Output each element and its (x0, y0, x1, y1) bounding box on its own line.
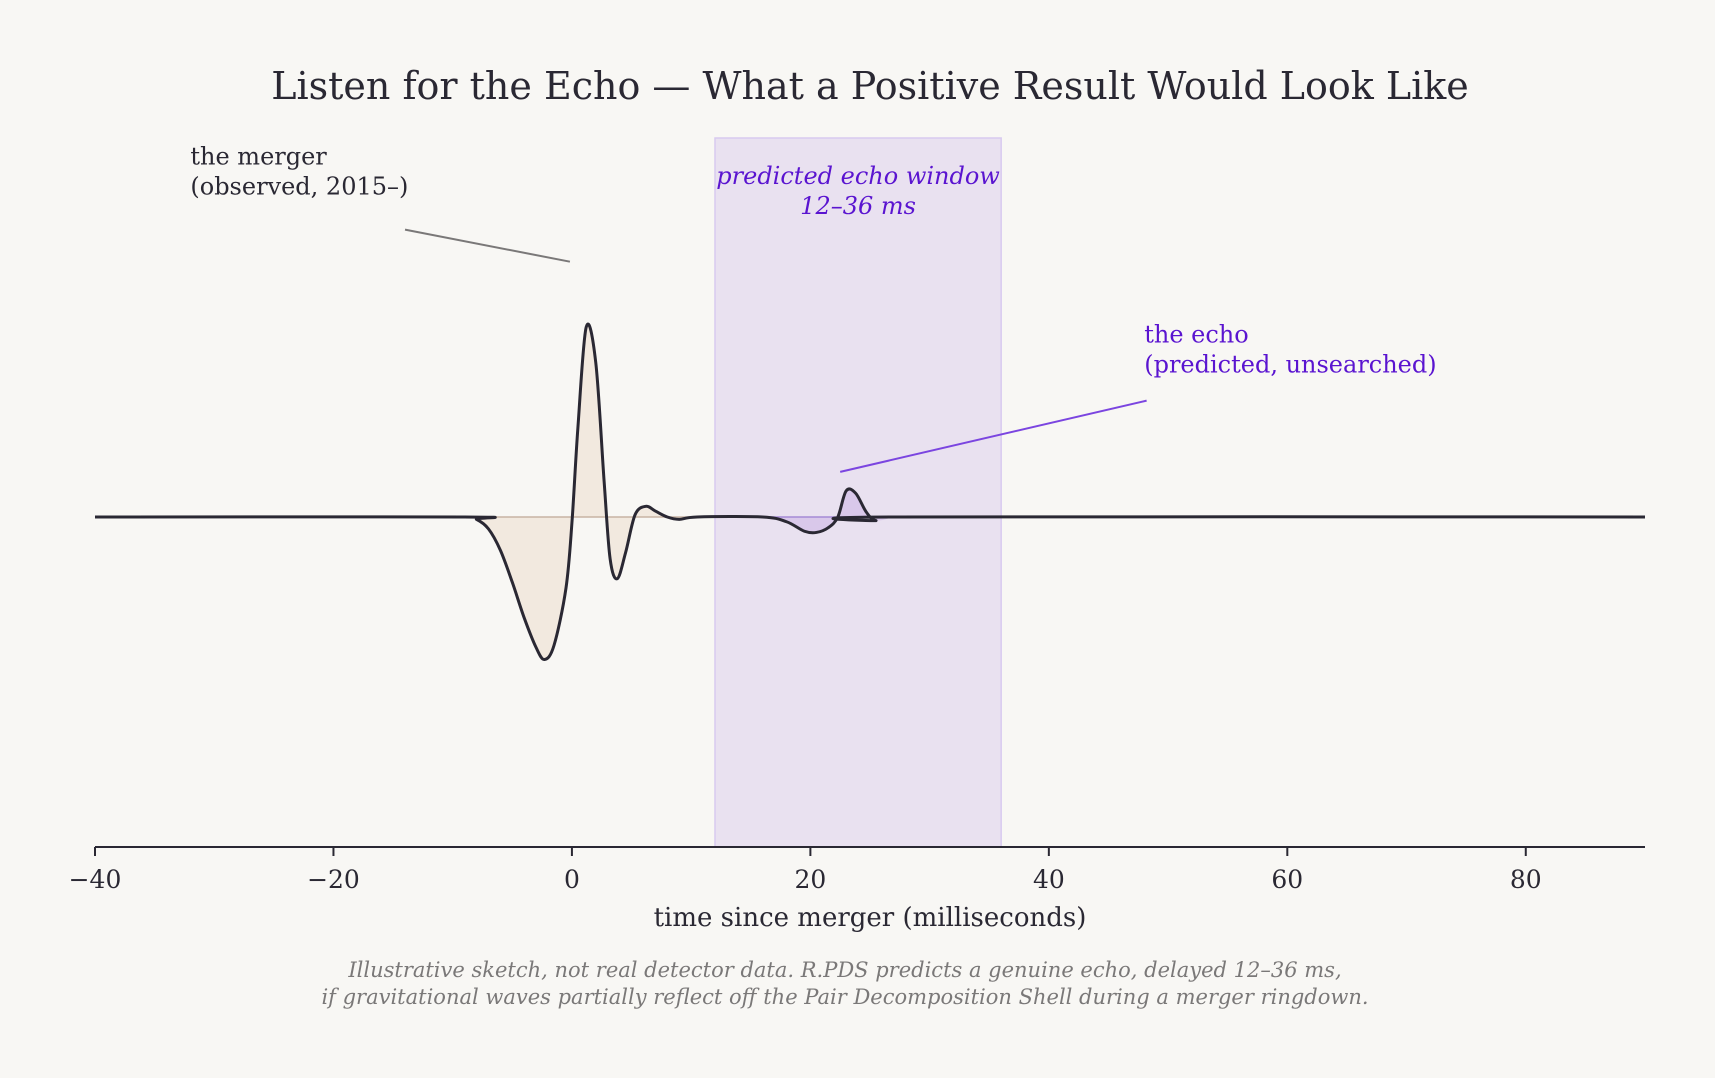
echo-window-range-label: 12–36 ms (800, 192, 916, 220)
echo-area-fill (762, 488, 894, 533)
x-tick-label: 80 (1510, 865, 1542, 894)
x-tick-label: −40 (69, 865, 122, 894)
x-axis-label: time since merger (milliseconds) (654, 903, 1087, 933)
echo-annotation-title: the echo (1144, 320, 1248, 348)
merger-area-fill (464, 324, 698, 660)
x-tick-label: 40 (1033, 865, 1065, 894)
x-tick-label: −20 (307, 865, 360, 894)
x-tick-label: 0 (564, 865, 580, 894)
x-tick-label: 60 (1271, 865, 1303, 894)
echo-annotation-subtitle: (predicted, unsearched) (1144, 350, 1436, 378)
caption-line-1: Illustrative sketch, not real detector d… (347, 958, 1341, 982)
waveform-line (94, 322, 1646, 661)
echo-annotation-line (839, 399, 1147, 473)
x-tick-label: 20 (794, 865, 826, 894)
caption-line-2: if gravitational waves partially reflect… (321, 985, 1368, 1009)
merger-annotation-line (404, 228, 571, 263)
merger-annotation-subtitle: (observed, 2015–) (190, 172, 408, 200)
echo-window-band (714, 137, 1002, 848)
x-axis-ticks: −40 −20 0 20 40 60 80 (69, 847, 1542, 894)
merger-annotation-title: the merger (190, 142, 327, 170)
echo-window-label: predicted echo window (716, 162, 1000, 190)
chart-title: Listen for the Echo — What a Positive Re… (271, 64, 1468, 108)
